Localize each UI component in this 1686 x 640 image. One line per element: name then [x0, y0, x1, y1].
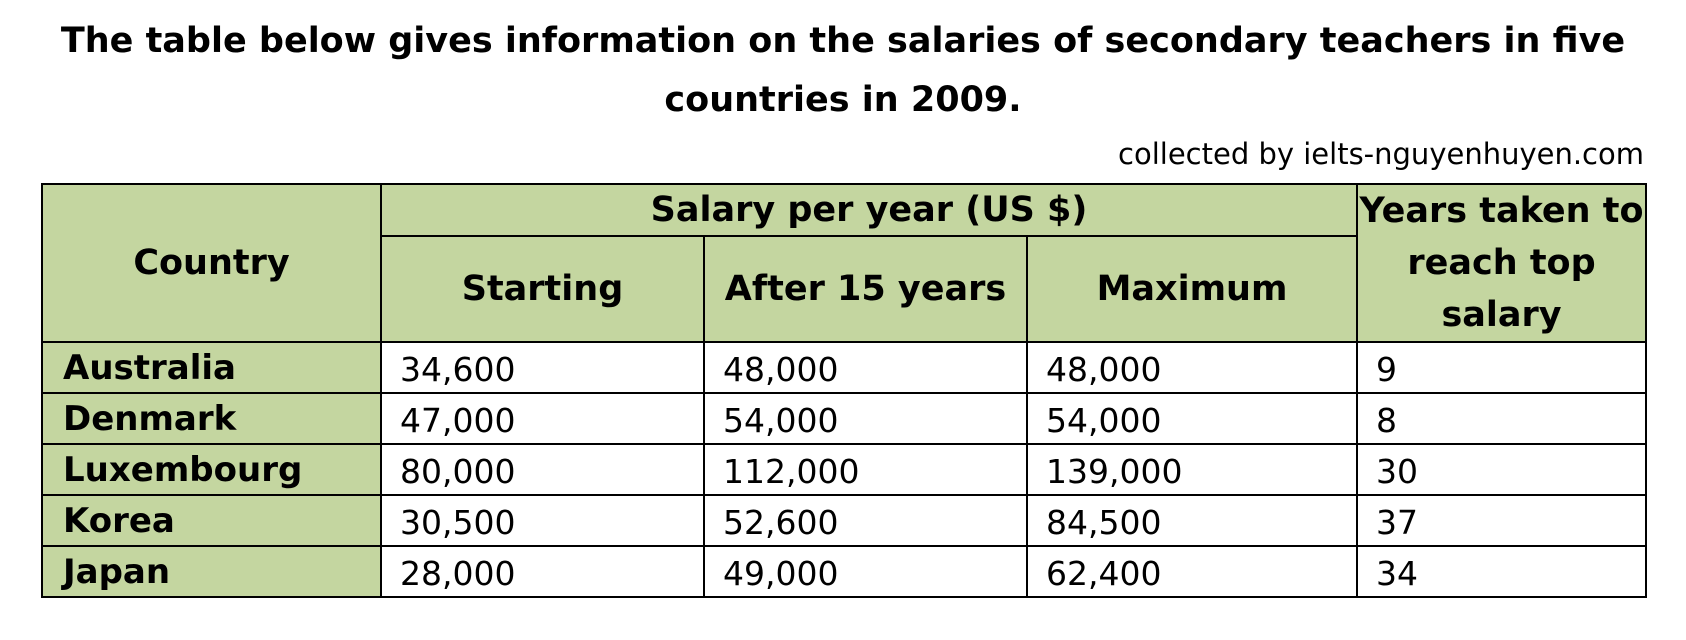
cell-years: 30 [1356, 443, 1648, 496]
cell-country: Korea [41, 494, 382, 547]
table-row: Japan 28,000 49,000 62,400 34 [41, 545, 1648, 598]
table-row: Australia 34,600 48,000 48,000 9 [41, 341, 1648, 394]
table-row: Luxembourg 80,000 112,000 139,000 30 [41, 443, 1648, 496]
cell-maximum: 48,000 [1025, 341, 1359, 394]
header-years-line-2: reach top [1407, 243, 1596, 283]
salary-table: Country Salary per year (US $) Years tak… [41, 182, 1648, 598]
cell-country: Australia [41, 341, 382, 394]
cell-maximum: 139,000 [1025, 443, 1359, 496]
cell-after-15-years: 48,000 [703, 341, 1028, 394]
header-row-2: Starting After 15 years Maximum [42, 235, 1646, 343]
header-years-to-top: Years taken to reach top salary [1356, 183, 1648, 343]
header-salary-group: Salary per year (US $) [379, 182, 1359, 238]
cell-after-15-years: 54,000 [703, 392, 1028, 445]
cell-maximum: 84,500 [1025, 494, 1359, 547]
cell-starting: 30,500 [380, 494, 705, 547]
header-starting: Starting [380, 235, 705, 343]
source-credit: collected by ielts-nguyenhuyen.com [1118, 137, 1644, 171]
cell-starting: 34,600 [380, 341, 705, 394]
header-years-line-1: Years taken to [1359, 191, 1644, 231]
cell-starting: 28,000 [380, 545, 705, 598]
header-row-1: Country Salary per year (US $) Years tak… [41, 182, 1648, 343]
header-maximum: Maximum [1025, 235, 1359, 343]
cell-starting: 47,000 [380, 392, 705, 445]
header-country: Country [41, 183, 382, 343]
chart-title-line-1: The table below gives information on the… [60, 21, 1626, 61]
table-row: Korea 30,500 52,600 84,500 37 [41, 494, 1648, 547]
cell-years: 9 [1356, 341, 1648, 394]
cell-years: 37 [1356, 494, 1648, 547]
cell-after-15-years: 112,000 [703, 443, 1028, 496]
chart-title: The table below gives information on the… [0, 12, 1686, 130]
chart-title-line-2: countries in 2009. [664, 80, 1022, 120]
cell-maximum: 54,000 [1025, 392, 1359, 445]
cell-after-15-years: 49,000 [703, 545, 1028, 598]
cell-years: 8 [1356, 392, 1648, 445]
cell-starting: 80,000 [380, 443, 705, 496]
cell-years: 34 [1356, 545, 1648, 598]
cell-country: Denmark [41, 392, 382, 445]
header-after-15-years: After 15 years [703, 235, 1028, 343]
cell-after-15-years: 52,600 [703, 494, 1028, 547]
cell-maximum: 62,400 [1025, 545, 1359, 598]
header-years-line-3: salary [1441, 295, 1562, 335]
cell-country: Luxembourg [41, 443, 382, 496]
cell-country: Japan [41, 545, 382, 598]
table-row: Denmark 47,000 54,000 54,000 8 [41, 392, 1648, 445]
